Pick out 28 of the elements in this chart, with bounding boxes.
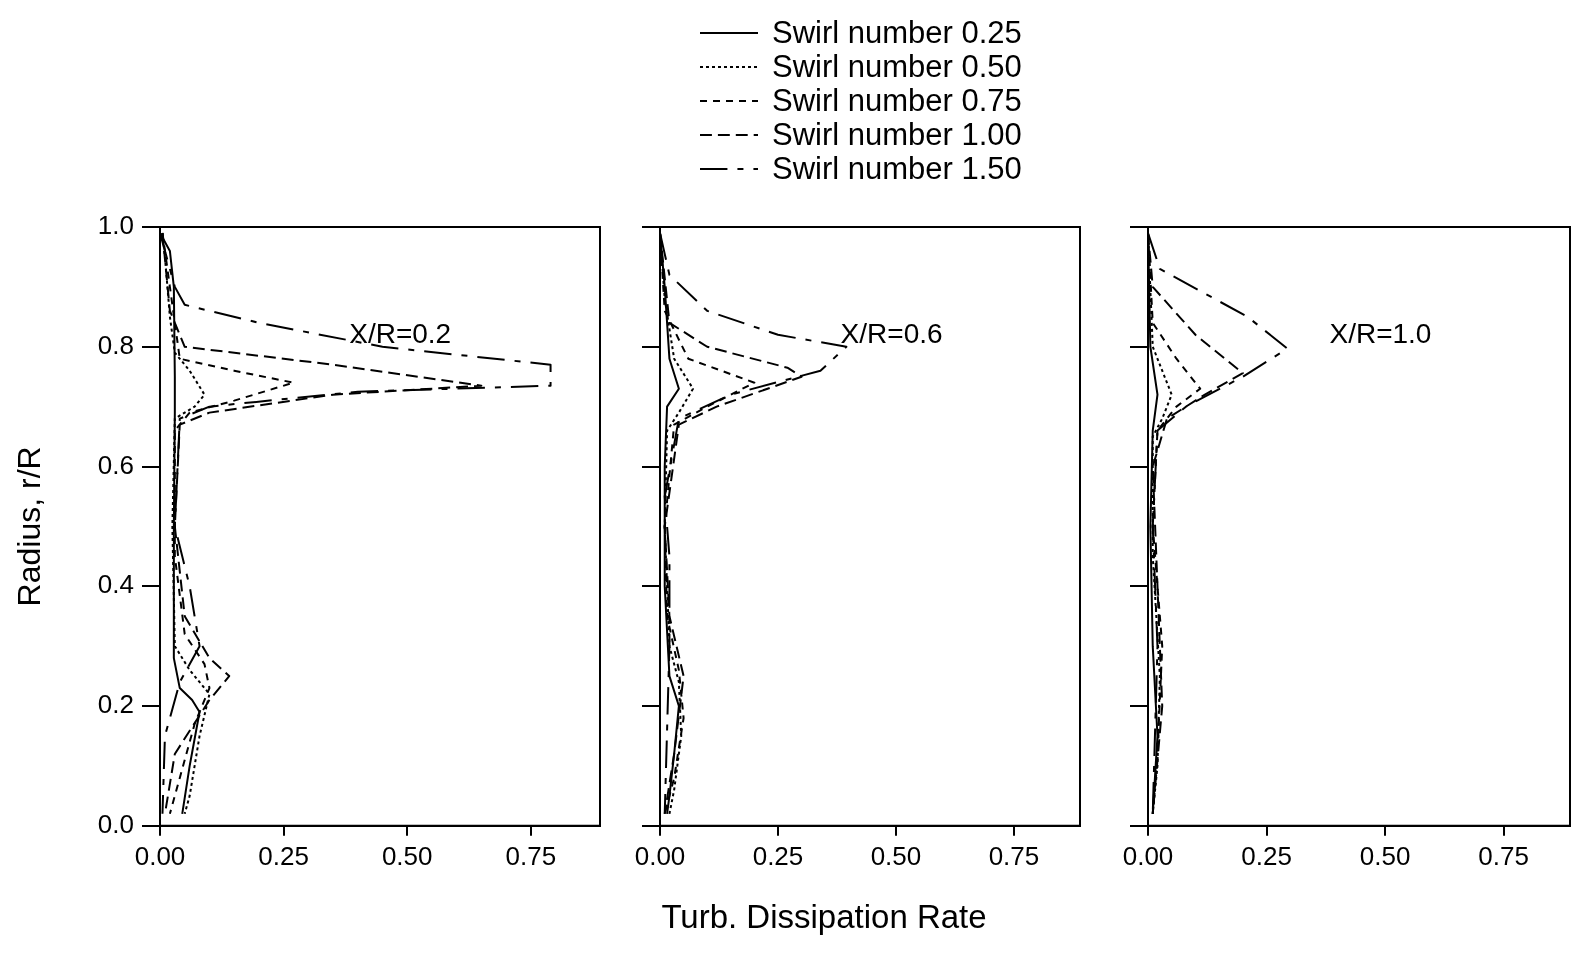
annotation: X/R=1.0 bbox=[1329, 317, 1432, 349]
y-axis-title: Radius, r/R bbox=[11, 446, 48, 607]
legend-label: Swirl number 1.50 bbox=[772, 151, 1022, 186]
x-tick-label: 0.50 bbox=[381, 840, 433, 871]
legend-label: Swirl number 0.50 bbox=[772, 49, 1022, 84]
x-tick-label: 0.00 bbox=[134, 840, 186, 871]
y-tick-label: 1.0 bbox=[97, 210, 134, 241]
x-tick-label: 0.00 bbox=[1122, 840, 1174, 871]
x-tick-label: 0.75 bbox=[1478, 840, 1529, 871]
x-tick-label: 0.75 bbox=[988, 840, 1040, 871]
annotation: X/R=0.6 bbox=[840, 317, 943, 349]
x-tick-label: 0.25 bbox=[258, 840, 309, 871]
y-tick-label: 0.6 bbox=[97, 449, 134, 480]
x-axis-title: Turb. Dissipation Rate bbox=[660, 898, 988, 936]
y-tick-label: 0.4 bbox=[97, 569, 134, 600]
x-tick-label: 0.25 bbox=[1241, 840, 1292, 871]
x-tick-label: 0.00 bbox=[634, 840, 686, 871]
y-tick-label: 0.2 bbox=[97, 689, 134, 720]
x-tick-label: 0.75 bbox=[505, 840, 557, 871]
y-tick-label: 0.8 bbox=[97, 329, 134, 360]
y-tick-label: 0.0 bbox=[97, 808, 134, 839]
legend-label: Swirl number 0.25 bbox=[772, 15, 1022, 50]
legend-label: Swirl number 0.75 bbox=[772, 83, 1022, 118]
x-tick-label: 0.50 bbox=[870, 840, 922, 871]
annotation: X/R=0.2 bbox=[349, 317, 452, 349]
x-tick-label: 0.50 bbox=[1359, 840, 1411, 871]
x-tick-label: 0.25 bbox=[752, 840, 804, 871]
legend-label: Swirl number 1.00 bbox=[772, 117, 1022, 152]
